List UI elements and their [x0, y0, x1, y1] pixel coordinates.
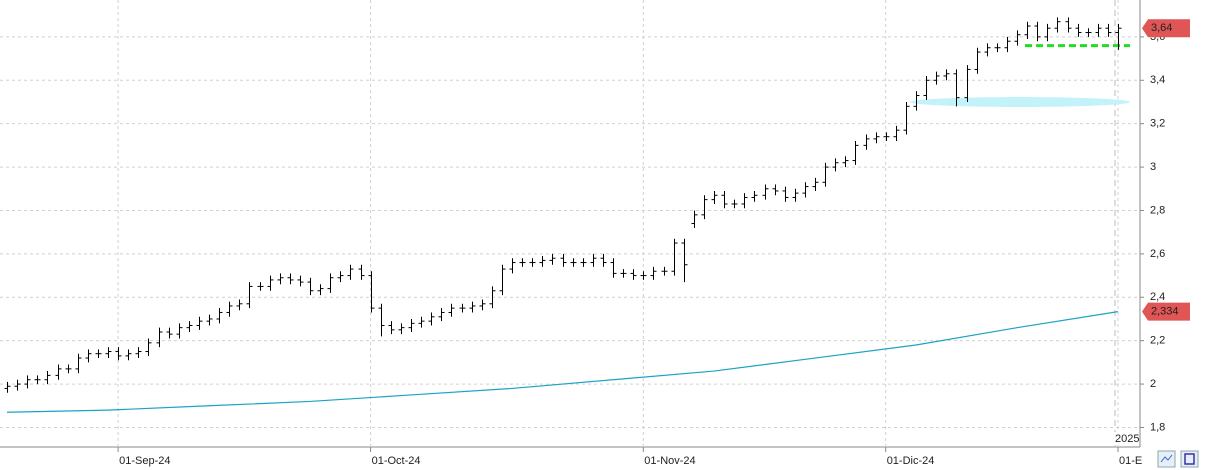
last-label-box [1142, 302, 1190, 321]
x-tick-label: 01-Dic-24 [887, 455, 935, 467]
x-tick-label: 01-E [1119, 455, 1142, 467]
last-label: 2,334 [1151, 306, 1179, 318]
year-label-bg [1113, 432, 1137, 445]
year-label: 2025 [1115, 433, 1139, 445]
y-tick-label: 2,2 [1150, 335, 1165, 347]
y-tick-label: 3,2 [1150, 118, 1165, 130]
y-tick-label: 2 [1150, 378, 1156, 390]
y-tick-label: 2,6 [1150, 248, 1165, 260]
y-tick-label: 2,8 [1150, 204, 1165, 216]
x-tick-label: 01-Oct-24 [372, 455, 421, 467]
x-tick-label: 01-Nov-24 [644, 455, 695, 467]
save-icon [1184, 453, 1195, 465]
y-tick-label: 2,4 [1150, 291, 1165, 303]
y-tick-label: 3,4 [1150, 74, 1165, 86]
support-zone [910, 96, 1130, 107]
y-tick-label: 1,8 [1150, 421, 1165, 433]
last-label: 3,64 [1151, 22, 1172, 34]
x-tick-label: 01-Sep-24 [119, 455, 170, 467]
y-tick-label: 3 [1150, 161, 1156, 173]
moving-average [6, 311, 1119, 413]
last-label-box [1142, 19, 1190, 38]
zoom-icon [1160, 454, 1173, 463]
